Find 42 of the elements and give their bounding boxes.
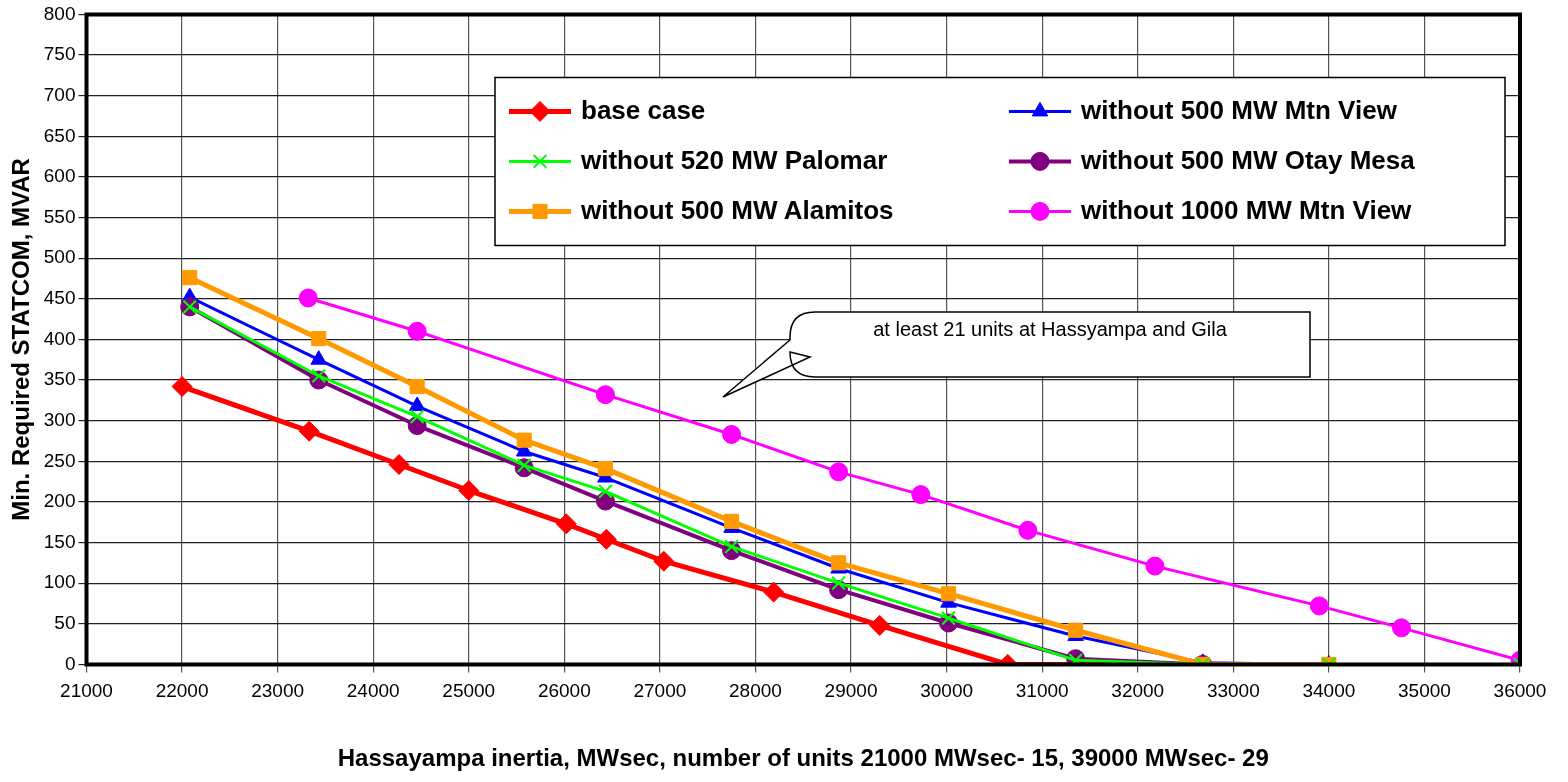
y-tick-label: 450 [43,287,76,309]
y-tick-label: 650 [43,124,76,146]
legend-label: without 1000 MW Mtn View [1080,194,1413,225]
y-tick-label: 600 [43,165,76,187]
x-tick-label: 34000 [1302,680,1356,702]
y-tick-label: 150 [43,530,76,552]
x-tick-label: 26000 [537,680,591,702]
x-tick-label: 21000 [60,680,113,702]
x-axis-title: Hassayampa inertia, MWsec, number of units 21000 MWsec- 15, 39000 MWsec- 29 [337,744,1269,772]
x-tick-label: 25000 [442,680,496,702]
y-tick-label: 700 [43,83,76,105]
y-tick-label: 800 [43,2,76,24]
x-tick-label: 23000 [251,680,305,702]
legend-label: without 500 MW Otay Mesa [1080,144,1416,175]
y-tick-label: 400 [43,327,76,349]
legend-label: without 520 MW Palomar [580,144,888,175]
x-tick-label: 32000 [1111,680,1165,702]
legend-label: without 500 MW Mtn View [1080,94,1398,125]
legend-label: without 500 MW Alamitos [580,194,894,225]
legend-label: base case [581,94,706,125]
x-tick-label: 29000 [824,680,878,702]
x-tick-label: 27000 [633,680,687,702]
x-tick-label: 35000 [1398,680,1451,702]
y-tick-label: 0 [64,652,76,674]
y-tick-label: 200 [43,490,76,512]
x-tick-label: 33000 [1206,680,1260,702]
x-tick-label: 22000 [155,680,209,702]
y-tick-label: 250 [43,449,76,471]
y-tick-label: 100 [43,571,76,593]
x-tick-label: 30000 [920,680,974,702]
y-tick-label: 500 [43,246,76,268]
x-tick-label: 28000 [729,680,782,702]
y-tick-label: 300 [43,408,76,430]
y-tick-label: 550 [43,205,76,227]
annotation: at least 21 units at Hassyampa and Gila [872,318,1228,341]
y-axis-title: Min. Required STATCOM, MVAR [7,158,35,521]
y-tick-label: 350 [43,368,76,390]
x-tick-label: 24000 [346,680,400,702]
x-tick-label: 31000 [1015,680,1069,702]
x-tick-label: 36000 [1493,680,1547,702]
y-tick-label: 750 [43,43,76,65]
y-tick-label: 50 [54,612,76,634]
